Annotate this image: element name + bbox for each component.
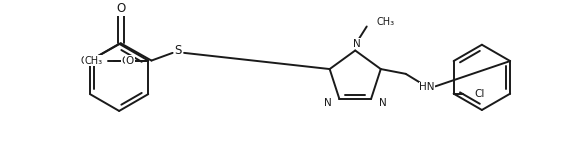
Text: O: O (121, 56, 129, 66)
Text: CH₃: CH₃ (84, 56, 102, 66)
Text: N: N (379, 98, 387, 108)
Text: N: N (324, 98, 332, 108)
Text: N: N (353, 39, 361, 49)
Text: Cl: Cl (475, 89, 485, 99)
Text: HN: HN (419, 82, 435, 92)
Text: S: S (175, 44, 182, 57)
Text: CH₃: CH₃ (376, 17, 394, 27)
Text: O: O (116, 2, 125, 15)
Text: O: O (126, 56, 134, 66)
Text: CH₃: CH₃ (80, 56, 98, 66)
